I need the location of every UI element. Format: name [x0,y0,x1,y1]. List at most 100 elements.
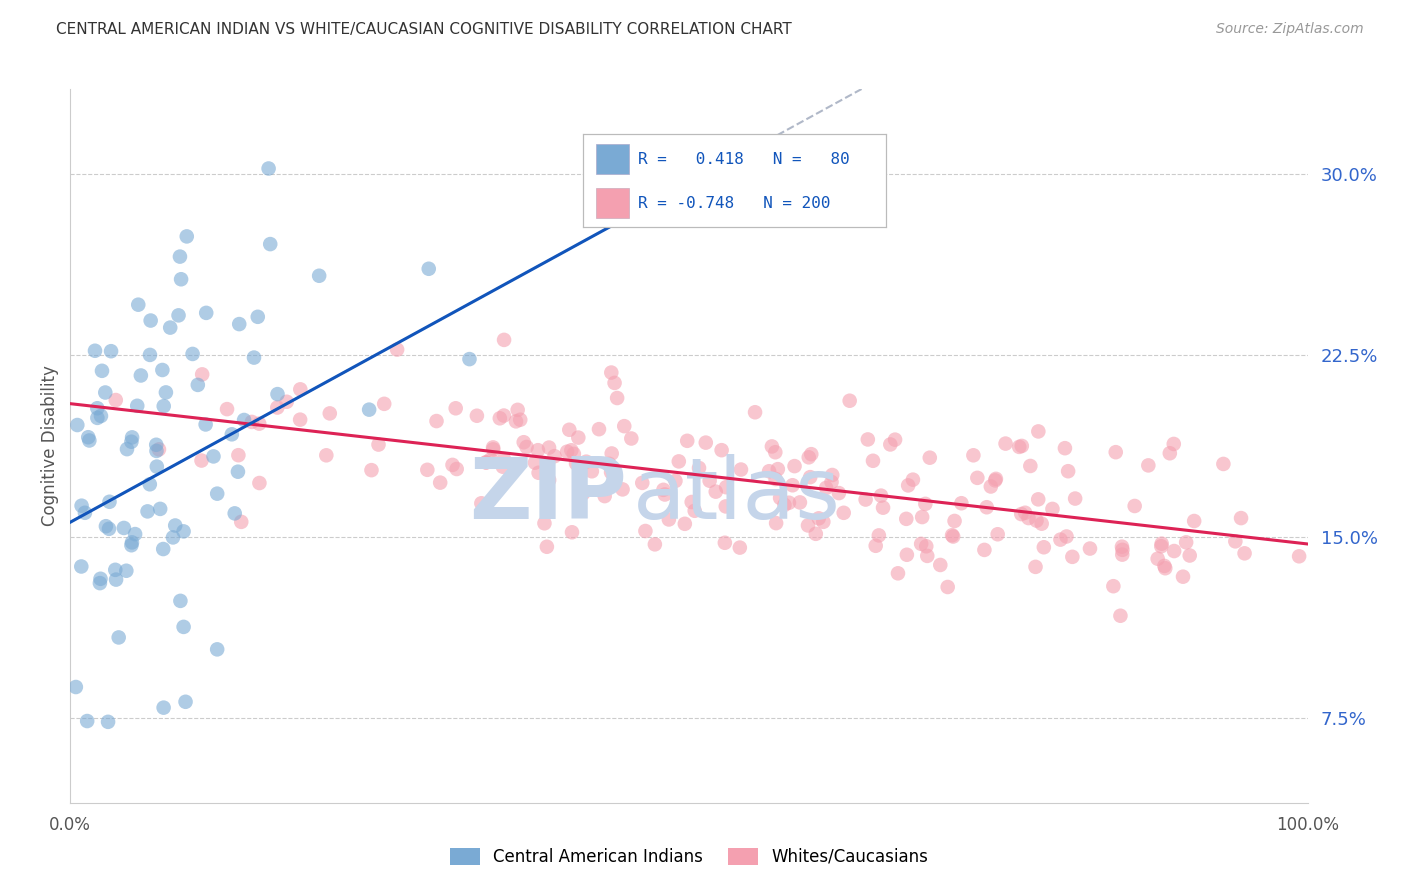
Whites/Caucasians [804,526,827,541]
Text: R =   0.418   N =   80: R = 0.418 N = 80 [638,152,849,167]
Whites/Caucasians [797,518,820,533]
Whites/Caucasians [714,500,737,514]
Whites/Caucasians [1163,544,1185,558]
Whites/Caucasians [918,450,941,465]
Central American Indians [228,317,250,331]
Whites/Caucasians [104,392,127,407]
Whites/Caucasians [872,500,894,515]
Central American Indians [100,344,122,359]
Whites/Caucasians [1225,534,1247,549]
Whites/Caucasians [240,415,263,429]
Central American Indians [173,620,195,634]
Whites/Caucasians [901,473,924,487]
Whites/Caucasians [976,500,998,515]
Whites/Caucasians [533,516,555,531]
Central American Indians [94,385,117,400]
Whites/Caucasians [865,539,887,553]
Whites/Caucasians [537,441,560,455]
Whites/Caucasians [446,462,468,476]
Central American Indians [458,352,481,367]
Central American Indians [149,502,172,516]
Central American Indians [79,434,101,448]
Central American Indians [226,465,249,479]
Whites/Caucasians [654,487,676,501]
Whites/Caucasians [1062,549,1084,564]
Central American Indians [167,309,190,323]
Whites/Caucasians [441,458,464,472]
Whites/Caucasians [1057,464,1080,478]
Whites/Caucasians [766,462,789,476]
Whites/Caucasians [444,401,467,416]
Whites/Caucasians [527,466,550,480]
Whites/Caucasians [1175,535,1198,549]
Whites/Caucasians [765,472,787,486]
Whites/Caucasians [807,511,830,525]
Whites/Caucasians [1102,579,1125,593]
Whites/Caucasians [581,464,603,478]
Central American Indians [91,364,114,378]
Whites/Caucasians [523,456,546,470]
Whites/Caucasians [228,448,250,462]
Central American Indians [155,385,177,400]
Text: atlas: atlas [633,454,841,538]
Central American Indians [181,347,204,361]
Whites/Caucasians [1212,457,1234,471]
Whites/Caucasians [1163,437,1185,451]
Central American Indians [121,535,143,549]
Whites/Caucasians [593,489,616,503]
Whites/Caucasians [820,475,842,489]
Whites/Caucasians [488,411,510,425]
Whites/Caucasians [558,423,581,437]
Whites/Caucasians [1111,540,1133,554]
Whites/Caucasians [714,535,737,549]
Whites/Caucasians [1032,541,1054,555]
Central American Indians [129,368,152,383]
Central American Indians [176,229,198,244]
Central American Indians [105,573,128,587]
Whites/Caucasians [896,512,918,526]
Whites/Caucasians [915,539,938,553]
Whites/Caucasians [879,437,901,451]
Whites/Caucasians [980,479,1002,493]
Central American Indians [162,530,184,544]
Whites/Caucasians [799,470,821,484]
Central American Indians [77,430,100,444]
Whites/Caucasians [1049,533,1071,547]
Central American Indians [205,642,228,657]
Whites/Caucasians [868,528,890,542]
Central American Indians [146,459,169,474]
Central American Indians [124,527,146,541]
Whites/Caucasians [782,478,804,492]
Central American Indians [70,559,93,574]
Whites/Caucasians [1019,458,1042,473]
Central American Indians [97,714,120,729]
Central American Indians [221,427,243,442]
Whites/Caucasians [567,431,589,445]
Whites/Caucasians [475,456,498,470]
Whites/Caucasians [821,468,844,483]
Central American Indians [76,714,98,728]
Whites/Caucasians [367,437,389,451]
Whites/Caucasians [1010,507,1032,521]
Whites/Caucasians [1014,506,1036,520]
Whites/Caucasians [215,402,238,417]
Central American Indians [359,402,381,417]
Central American Indians [195,306,218,320]
Central American Indians [205,486,228,500]
Whites/Caucasians [429,475,451,490]
Whites/Caucasians [855,492,877,507]
Central American Indians [159,320,181,334]
Central American Indians [121,430,143,444]
Whites/Caucasians [565,457,588,471]
Central American Indians [65,680,87,694]
Whites/Caucasians [425,414,447,428]
Whites/Caucasians [962,448,984,462]
Whites/Caucasians [148,442,170,457]
Whites/Caucasians [543,449,565,463]
Central American Indians [418,261,440,276]
Whites/Caucasians [373,397,395,411]
Whites/Caucasians [681,495,703,509]
Central American Indians [150,363,173,377]
FancyBboxPatch shape [596,145,628,174]
Whites/Caucasians [800,447,823,461]
